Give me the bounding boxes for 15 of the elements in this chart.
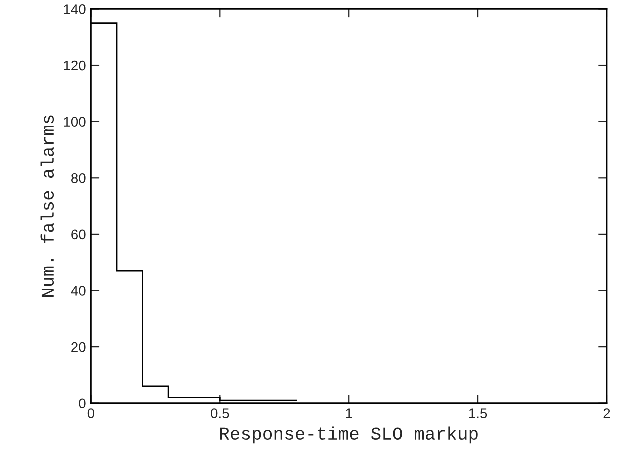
x-axis-title: Response-time SLO markup — [220, 426, 478, 444]
y-tick-label: 40 — [71, 286, 86, 296]
y-tick-label: 20 — [72, 342, 86, 352]
x-tick-label: 0.5 — [211, 408, 230, 418]
x-tick-label: 1 — [346, 408, 352, 418]
y-tick-label: 100 — [64, 117, 86, 128]
y-axis-title: Num. false alarms — [40, 116, 54, 297]
y-tick-label: 120 — [64, 60, 86, 71]
y-tick-label: 140 — [64, 4, 86, 14]
y-tick-label: 60 — [72, 230, 86, 240]
x-tick-label: 1.5 — [469, 408, 488, 418]
x-tick-label: 0 — [88, 408, 95, 418]
y-tick-label: 80 — [72, 173, 86, 184]
y-tick-label: 0 — [79, 398, 86, 409]
x-tick-label: 2 — [604, 408, 610, 418]
